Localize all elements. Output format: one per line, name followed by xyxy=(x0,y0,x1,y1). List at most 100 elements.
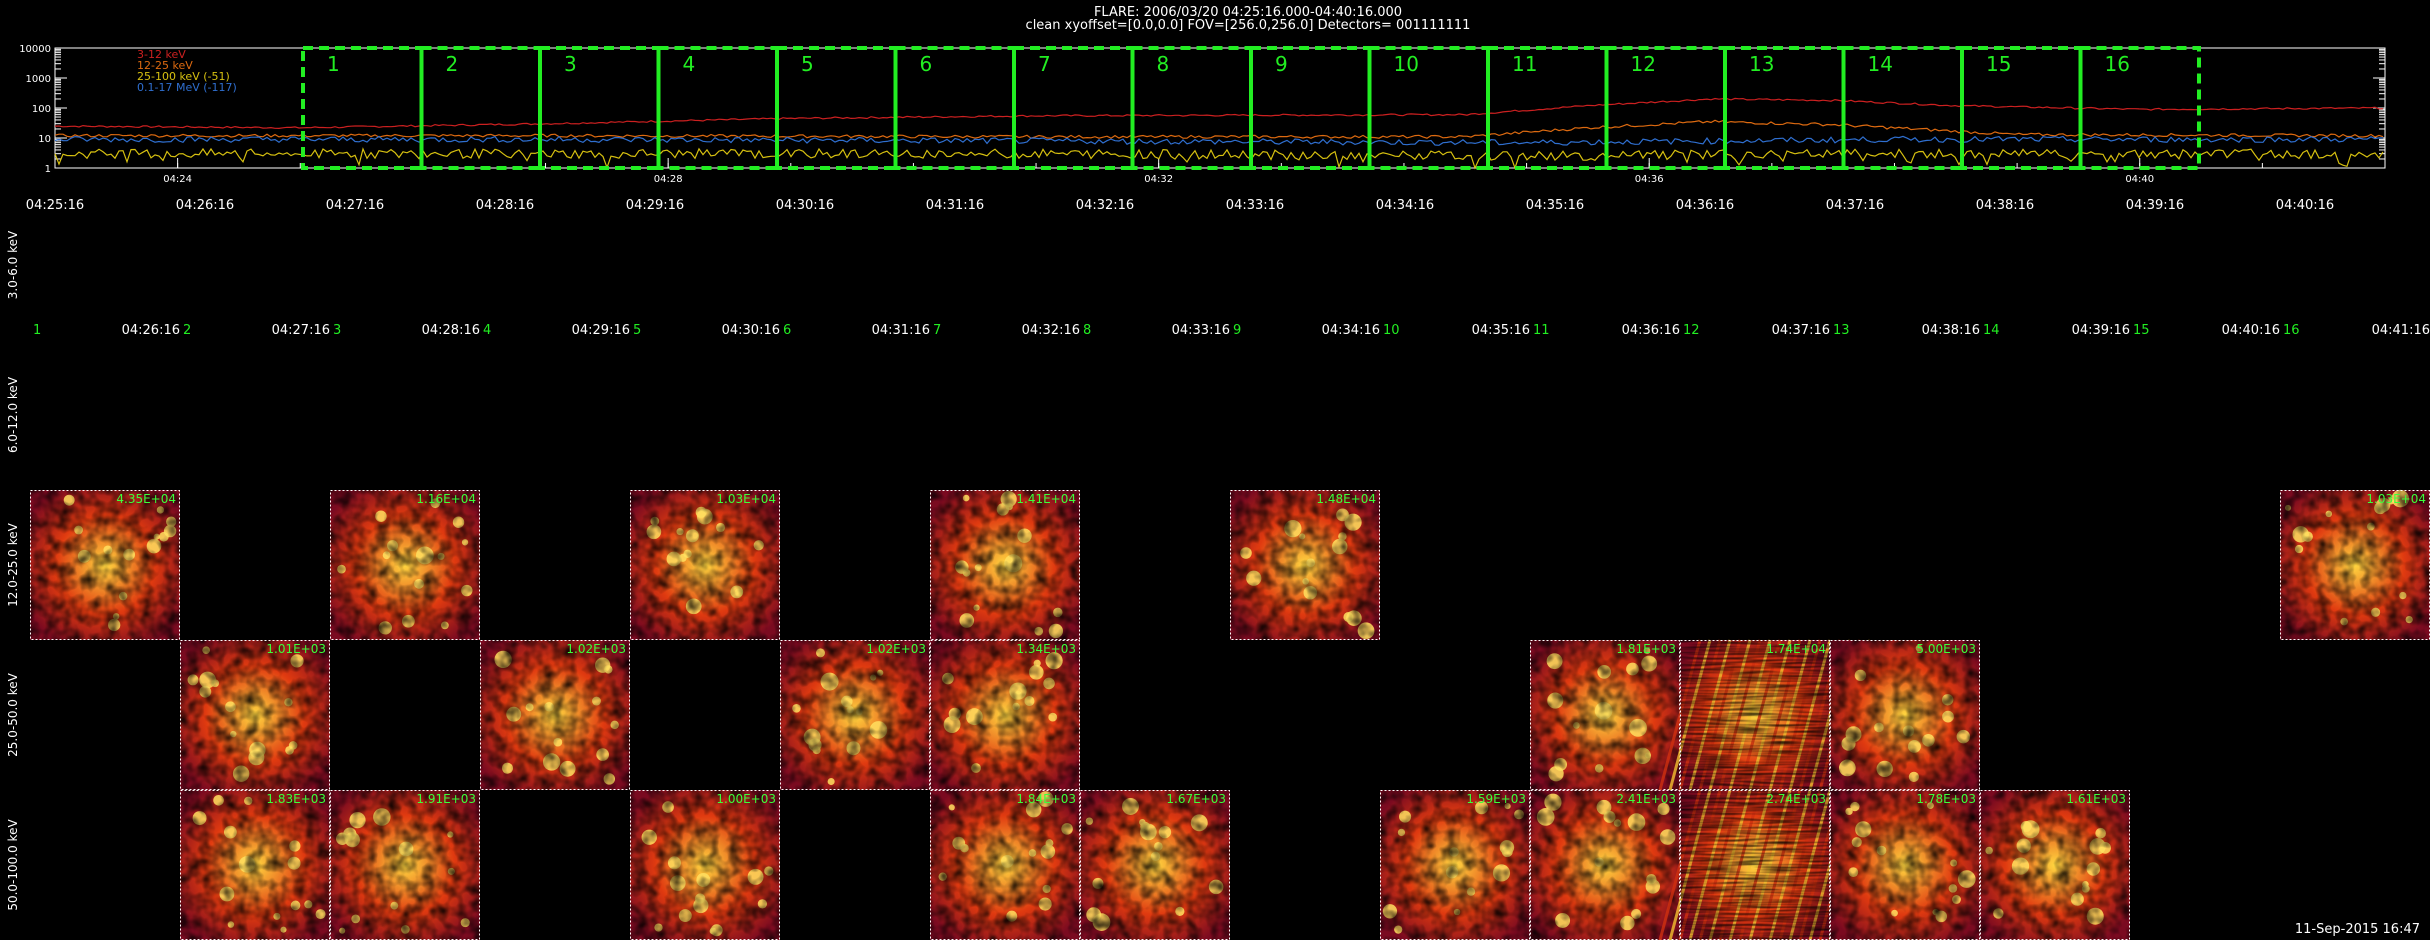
image-tile[interactable]: 1.16E+04 xyxy=(330,490,480,640)
interval-end-time: 04:31:16 xyxy=(872,323,930,338)
image-tile[interactable]: 2.41E+03 xyxy=(1530,790,1680,940)
image-tile[interactable]: 1.78E+03 xyxy=(1830,790,1980,940)
image-tile[interactable]: 1.01E+03 xyxy=(180,640,330,790)
legend-entry: 25-100 keV (-51) xyxy=(137,70,230,83)
y-tick-label: 1000 xyxy=(26,74,51,85)
interval-end-time: 04:30:16 xyxy=(722,323,780,338)
image-peak-value: 1.03E+04 xyxy=(716,492,776,506)
image-tile[interactable]: 1.74E+04 xyxy=(1658,639,1872,791)
interval-index: 6 xyxy=(783,323,791,338)
interval-number: 3 xyxy=(564,52,577,76)
image-peak-value: 4.35E+04 xyxy=(116,492,176,506)
image-tile[interactable]: 1.83E+03 xyxy=(180,790,330,940)
interval-end-time: 04:37:16 xyxy=(1772,323,1830,338)
interval-end-time: 04:28:16 xyxy=(422,323,480,338)
image-tile[interactable]: 1.91E+03 xyxy=(330,790,480,940)
legend-entry: 0.1-17 MeV (-117) xyxy=(137,81,237,94)
image-peak-value: 1.03E+04 xyxy=(2366,492,2426,506)
interval-index: 8 xyxy=(1083,323,1091,338)
image-tile[interactable]: 1.81E+03 xyxy=(1530,640,1680,790)
image-tile[interactable]: 1.00E+03 xyxy=(630,790,780,940)
interval-number: 16 xyxy=(2105,52,2130,76)
series-line-3 xyxy=(54,147,2384,170)
image-peak-value: 1.91E+03 xyxy=(416,792,476,806)
legend-entry: 3-12 keV xyxy=(137,48,186,61)
image-tile[interactable]: 1.03E+04 xyxy=(630,490,780,640)
footer-timestamp: 11-Sep-2015 16:47 xyxy=(2295,922,2420,937)
image-peak-value: 5.00E+03 xyxy=(1916,642,1976,656)
image-peak-value: 1.83E+03 xyxy=(266,792,326,806)
image-border xyxy=(1680,640,1830,790)
noise-overlay xyxy=(1830,790,1980,940)
noise-overlay xyxy=(1980,790,2130,940)
image-tile[interactable]: 1.67E+03 xyxy=(1080,790,1230,940)
interval-index: 16 xyxy=(2283,323,2300,338)
image-peak-value: 1.00E+03 xyxy=(716,792,776,806)
image-tile[interactable]: 2.74E+03 xyxy=(1658,789,1872,940)
interval-end-time: 04:39:16 xyxy=(2072,323,2130,338)
energy-band-label: 12.0-25.0 keV xyxy=(6,522,20,606)
image-peak-value: 1.61E+03 xyxy=(2066,792,2126,806)
image-peak-value: 1.34E+03 xyxy=(1016,642,1076,656)
image-tile[interactable]: 1.48E+04 xyxy=(1230,490,1380,640)
interval-box xyxy=(2078,46,2201,170)
image-peak-value: 1.81E+03 xyxy=(1616,642,1676,656)
column-time-label: 04:31:16 xyxy=(926,198,984,213)
column-time-label: 04:28:16 xyxy=(476,198,534,213)
interval-index: 1 xyxy=(33,323,41,338)
image-tile[interactable]: 1.59E+03 xyxy=(1380,790,1530,940)
column-time-label: 04:36:16 xyxy=(1676,198,1734,213)
image-column-time-header: 04:25:16 04:26:16 04:27:16 04:28:16 04:29:16… xyxy=(26,198,2334,213)
image-peak-value: 1.01E+03 xyxy=(266,642,326,656)
light-curve-panel: 10000 1000 100 10 1 04:24 04:28 04:32 04:36 04:4… xyxy=(19,44,2386,185)
image-tile[interactable]: 1.41E+04 xyxy=(930,490,1080,640)
image-tile[interactable]: 1.03E+04 xyxy=(2280,489,2430,640)
interval-box xyxy=(1249,46,1372,170)
noise-overlay xyxy=(930,790,1080,940)
interval-box xyxy=(656,46,779,170)
column-time-label: 04:29:16 xyxy=(626,198,684,213)
image-border xyxy=(30,490,180,640)
column-time-label: 04:27:16 xyxy=(326,198,384,213)
interval-index: 11 xyxy=(1533,323,1550,338)
interval-number: 8 xyxy=(1157,52,1170,76)
noise-overlay xyxy=(1830,640,1980,790)
interval-index: 15 xyxy=(2133,323,2150,338)
interval-index: 10 xyxy=(1383,323,1400,338)
energy-band-label: 25.0-50.0 keV xyxy=(6,672,20,756)
light-curve-series xyxy=(54,97,2384,170)
image-border xyxy=(1830,640,1980,790)
image-tile[interactable]: 1.02E+03 xyxy=(480,640,630,790)
noise-overlay xyxy=(180,790,330,940)
column-time-label: 04:38:16 xyxy=(1976,198,2034,213)
interval-box xyxy=(1367,46,1490,170)
interval-index: 12 xyxy=(1683,323,1700,338)
interval-index: 13 xyxy=(1833,323,1850,338)
image-tile[interactable]: 5.00E+03 xyxy=(1830,640,1980,790)
interval-number: 4 xyxy=(683,52,696,76)
y-tick-label: 1 xyxy=(45,164,51,175)
image-tile[interactable]: 1.34E+03 xyxy=(930,640,1080,790)
image-tile[interactable]: 1.02E+03 xyxy=(780,640,930,790)
interval-number: 2 xyxy=(446,52,459,76)
legend-entry: 12-25 keV xyxy=(137,59,193,72)
interval-number: 5 xyxy=(801,52,814,76)
image-tile[interactable]: 1.61E+03 xyxy=(1980,790,2130,940)
column-time-label: 04:35:16 xyxy=(1526,198,1584,213)
x-tick-label: 04:40 xyxy=(2125,174,2154,185)
interval-number: 11 xyxy=(1512,52,1537,76)
image-border xyxy=(930,640,1080,790)
image-border xyxy=(630,490,780,640)
time-interval-boxes: 1 2 3 4 5 6 7 8 9 10 11 12 13 14 15 16 xyxy=(301,46,2201,170)
light-curve-x-axis: 04:24 04:28 04:32 04:36 04:40 xyxy=(54,158,2386,185)
interval-end-time: 04:35:16 xyxy=(1472,323,1530,338)
interval-box xyxy=(1723,46,1846,170)
image-tile[interactable]: 4.35E+04 xyxy=(30,490,180,640)
image-tile[interactable]: 1.84E+03 xyxy=(930,790,1080,940)
energy-band-label: 50.0-100.0 keV xyxy=(6,819,20,911)
interval-number: 10 xyxy=(1394,52,1419,76)
fringe-overlay xyxy=(1680,640,1830,790)
interval-index: 14 xyxy=(1983,323,2000,338)
interval-number: 1 xyxy=(327,52,340,76)
